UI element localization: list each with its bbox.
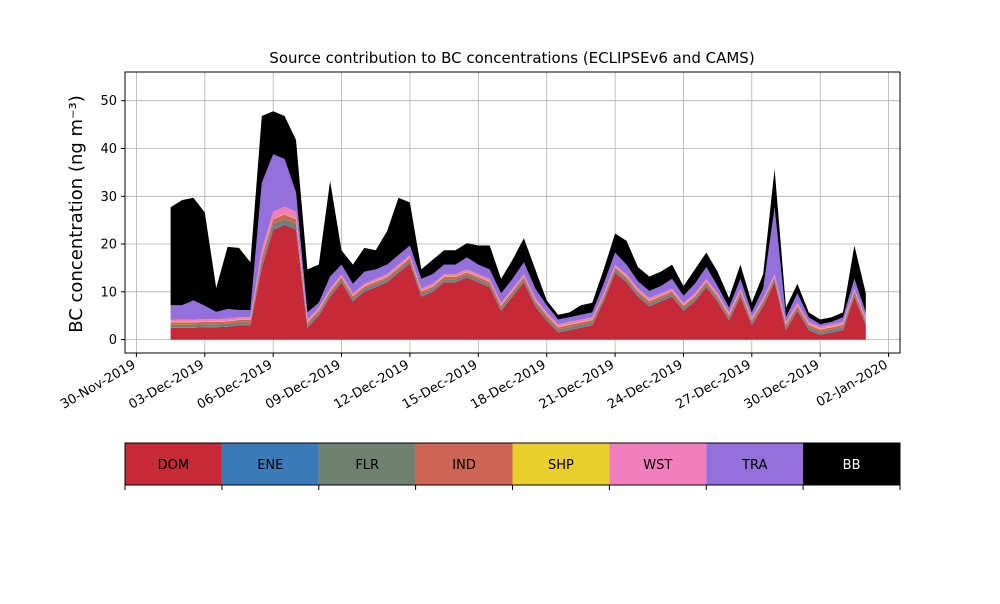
legend-swatch-dom [125, 443, 222, 485]
legend-swatch-shp [512, 443, 610, 485]
x-tick-label: 27-Dec-2019 [673, 357, 753, 412]
y-tick-label: 0 [109, 333, 117, 348]
x-axis-ticks: 30-Nov-201903-Dec-201906-Dec-201909-Dec-… [58, 353, 891, 413]
area-flr [170, 219, 866, 335]
legend-label-ind: IND [452, 458, 476, 473]
legend-label-wst: WST [643, 458, 672, 473]
legend-swatch-ene [221, 443, 319, 485]
x-tick-label: 03-Dec-2019 [126, 357, 206, 412]
y-tick-label: 40 [100, 142, 117, 157]
legend-swatch-wst [609, 443, 707, 485]
legend-swatch-flr [318, 443, 416, 485]
y-tick-label: 50 [100, 94, 117, 109]
legend-label-tra: TRA [741, 458, 767, 473]
legend-swatch-tra [706, 443, 804, 485]
legend-label-shp: SHP [548, 458, 574, 473]
chart-title: Source contribution to BC concentrations… [269, 49, 754, 67]
area-dom [170, 224, 866, 340]
x-tick-label: 15-Dec-2019 [400, 357, 480, 412]
y-axis-ticks: 0 10 20 30 40 50 [100, 94, 125, 348]
legend-swatch-bb [803, 443, 900, 485]
y-tick-label: 10 [100, 285, 117, 300]
x-tick-label: 21-Dec-2019 [537, 357, 617, 412]
plot-frame [124, 71, 901, 354]
legend-label-bb: BB [843, 458, 861, 473]
legend-swatch-ind [415, 443, 513, 485]
legend-label-dom: DOM [158, 458, 189, 473]
x-tick-label: 06-Dec-2019 [195, 357, 275, 412]
stacked-areas [170, 111, 866, 340]
y-tick-label: 30 [100, 190, 117, 205]
x-tick-label: 30-Nov-2019 [58, 357, 138, 412]
x-tick-label: 09-Dec-2019 [263, 357, 343, 412]
legend-label-ene: ENE [257, 458, 283, 473]
area-ind [170, 214, 866, 332]
x-tick-label: 24-Dec-2019 [605, 357, 685, 412]
x-tick-label: 02-Jan-2020 [814, 357, 891, 410]
y-tick-label: 20 [100, 238, 117, 253]
x-tick-label: 12-Dec-2019 [332, 357, 412, 412]
legend-label-flr: FLR [355, 458, 379, 473]
x-tick-label: 18-Dec-2019 [468, 357, 548, 412]
x-tick-label: 30-Dec-2019 [742, 357, 822, 412]
area-bb [170, 111, 866, 325]
legend: DOM ENE FLR IND SHP WST TRA BB [124, 442, 901, 490]
y-axis-label: BC concentration (ng m⁻³) [66, 95, 87, 333]
